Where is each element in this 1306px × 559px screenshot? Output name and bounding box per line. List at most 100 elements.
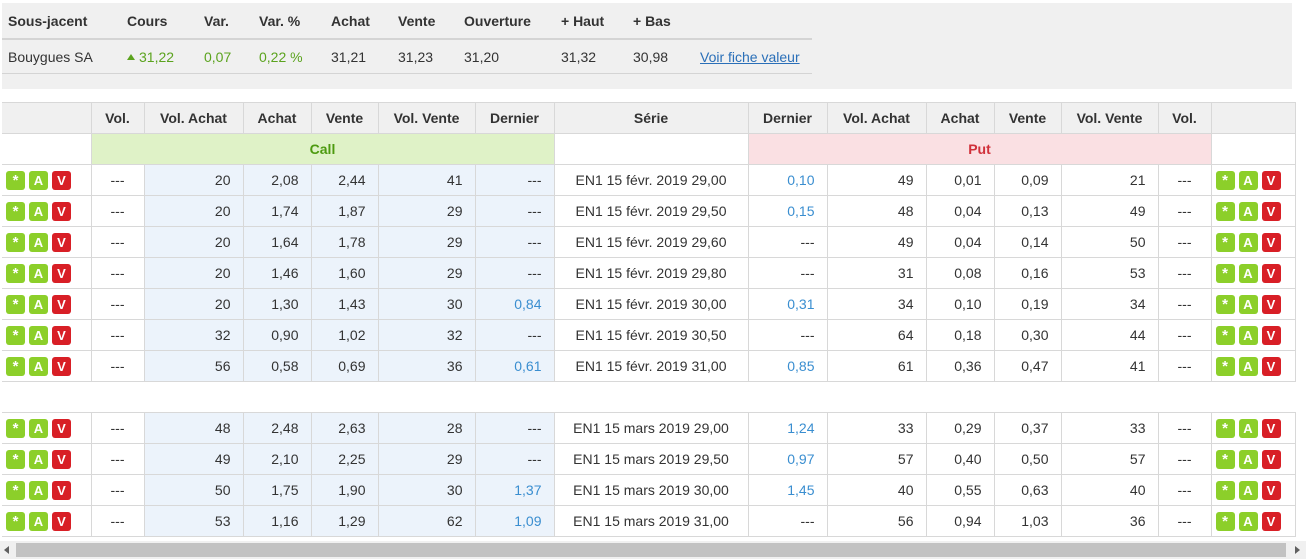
call-star-icon[interactable]: * (6, 232, 25, 252)
call-star-icon[interactable]: * (6, 170, 25, 190)
put-buy-button[interactable]: A (1238, 201, 1258, 221)
scrollbar-thumb[interactable] (16, 543, 1286, 557)
call-actions-cell: * A V (2, 443, 92, 475)
call-buy-button[interactable]: A (29, 232, 48, 252)
put-star-icon[interactable]: * (1215, 232, 1235, 252)
put-buy-button[interactable]: A (1238, 294, 1258, 314)
col-header-call-vol: Vol. (91, 102, 145, 134)
p-vol-cell: --- (1158, 505, 1212, 537)
options-table-body: * A V --- 20 2,08 2,44 41 --- EN1 15 févr. 2019 2… (2, 164, 1296, 537)
put-star-icon[interactable]: * (1215, 201, 1235, 221)
call-star-icon[interactable]: * (6, 449, 25, 469)
call-buy-button[interactable]: A (29, 511, 48, 531)
put-star-icon[interactable]: * (1215, 263, 1235, 283)
call-star-icon[interactable]: * (6, 294, 25, 314)
voir-fiche-valeur-link[interactable]: Voir fiche valeur (700, 48, 800, 65)
put-sell-button[interactable]: V (1261, 511, 1281, 531)
underlying-ouverture: 31,20 (458, 39, 555, 74)
underlying-vente: 31,23 (392, 39, 458, 74)
call-star-icon[interactable]: * (6, 263, 25, 283)
put-star-icon[interactable]: * (1215, 511, 1235, 531)
put-buy-button[interactable]: A (1238, 263, 1258, 283)
c-dernier-cell: --- (475, 226, 555, 258)
put-sell-button[interactable]: V (1261, 170, 1281, 190)
call-sell-button[interactable]: V (52, 170, 71, 190)
put-sell-button[interactable]: V (1261, 263, 1281, 283)
col-header-actions-call (2, 102, 92, 134)
put-star-icon[interactable]: * (1215, 356, 1235, 376)
call-buy-button[interactable]: A (29, 170, 48, 190)
scroll-left-arrow-icon[interactable] (4, 546, 9, 554)
put-star-icon[interactable]: * (1215, 325, 1235, 345)
option-row[interactable]: * A V --- 20 1,64 1,78 29 --- EN1 15 févr. 2019 2… (2, 226, 1296, 258)
call-actions-cell: * A V (2, 505, 92, 537)
call-buy-button[interactable]: A (29, 356, 48, 376)
option-row[interactable]: * A V --- 20 1,30 1,43 30 0,84 EN1 15 févr. 2019 … (2, 288, 1296, 320)
call-buy-button[interactable]: A (29, 418, 48, 438)
option-row[interactable]: * A V --- 20 1,74 1,87 29 --- EN1 15 févr. 2019 2… (2, 195, 1296, 227)
call-buy-button[interactable]: A (29, 480, 48, 500)
option-row[interactable]: * A V --- 50 1,75 1,90 30 1,37 EN1 15 mars 2019 3… (2, 474, 1296, 506)
put-sell-button[interactable]: V (1261, 480, 1281, 500)
option-row[interactable]: * A V --- 56 0,58 0,69 36 0,61 EN1 15 févr. 2019 … (2, 350, 1296, 382)
call-star-icon[interactable]: * (6, 356, 25, 376)
option-row[interactable]: * A V --- 32 0,90 1,02 32 --- EN1 15 févr. 2019 3… (2, 319, 1296, 351)
call-buy-button[interactable]: A (29, 263, 48, 283)
call-sell-button[interactable]: V (52, 201, 71, 221)
put-star-icon[interactable]: * (1215, 294, 1235, 314)
put-buy-button[interactable]: A (1238, 480, 1258, 500)
call-star-icon[interactable]: * (6, 325, 25, 345)
group-separator-cell (2, 381, 1295, 413)
option-row[interactable]: * A V --- 20 1,46 1,60 29 --- EN1 15 févr. 2019 2… (2, 257, 1296, 289)
put-buy-button[interactable]: A (1238, 418, 1258, 438)
c-vol-cell: --- (91, 257, 145, 289)
put-sell-button[interactable]: V (1261, 294, 1281, 314)
call-buy-button[interactable]: A (29, 325, 48, 345)
horizontal-scrollbar[interactable] (0, 541, 1306, 559)
option-row[interactable]: * A V --- 53 1,16 1,29 62 1,09 EN1 15 mars 2019 3… (2, 505, 1296, 537)
call-sell-button[interactable]: V (52, 294, 71, 314)
c-vente-cell: 1,60 (311, 257, 379, 289)
put-star-icon[interactable]: * (1215, 170, 1235, 190)
call-buy-button[interactable]: A (29, 449, 48, 469)
call-sell-button[interactable]: V (52, 418, 71, 438)
call-sell-button[interactable]: V (52, 232, 71, 252)
scroll-right-arrow-icon[interactable] (1295, 546, 1300, 554)
put-star-icon[interactable]: * (1215, 418, 1235, 438)
p-achat-cell: 0,36 (926, 350, 995, 382)
call-buy-button[interactable]: A (29, 294, 48, 314)
call-buy-button[interactable]: A (29, 201, 48, 221)
option-row[interactable]: * A V --- 48 2,48 2,63 28 --- EN1 15 mars 2019 29… (2, 412, 1296, 444)
call-star-icon[interactable]: * (6, 511, 25, 531)
call-sell-button[interactable]: V (52, 325, 71, 345)
put-sell-button[interactable]: V (1261, 232, 1281, 252)
put-buy-button[interactable]: A (1238, 325, 1258, 345)
put-buy-button[interactable]: A (1238, 356, 1258, 376)
put-sell-button[interactable]: V (1261, 325, 1281, 345)
put-star-icon[interactable]: * (1215, 449, 1235, 469)
put-buy-button[interactable]: A (1238, 511, 1258, 531)
put-sell-button[interactable]: V (1261, 418, 1281, 438)
call-sell-button[interactable]: V (52, 449, 71, 469)
call-star-icon[interactable]: * (6, 201, 25, 221)
option-row[interactable]: * A V --- 20 2,08 2,44 41 --- EN1 15 févr. 2019 2… (2, 164, 1296, 196)
put-buy-button[interactable]: A (1238, 449, 1258, 469)
c-achat-cell: 0,58 (243, 350, 312, 382)
p-vol-cell: --- (1158, 443, 1212, 475)
p-achat-cell: 0,55 (926, 474, 995, 506)
put-sell-button[interactable]: V (1261, 356, 1281, 376)
put-sell-button[interactable]: V (1261, 449, 1281, 469)
put-buy-button[interactable]: A (1238, 232, 1258, 252)
call-sell-button[interactable]: V (52, 511, 71, 531)
put-star-icon[interactable]: * (1215, 480, 1235, 500)
option-row[interactable]: * A V --- 49 2,10 2,25 29 --- EN1 15 mars 2019 29… (2, 443, 1296, 475)
call-star-icon[interactable]: * (6, 418, 25, 438)
call-sell-button[interactable]: V (52, 263, 71, 283)
put-buy-button[interactable]: A (1238, 170, 1258, 190)
call-sell-button[interactable]: V (52, 480, 71, 500)
header-haut: + Haut (555, 3, 627, 40)
call-star-icon[interactable]: * (6, 480, 25, 500)
put-sell-button[interactable]: V (1261, 201, 1281, 221)
call-sell-button[interactable]: V (52, 356, 71, 376)
put-actions-cell: * A V (1211, 505, 1296, 537)
